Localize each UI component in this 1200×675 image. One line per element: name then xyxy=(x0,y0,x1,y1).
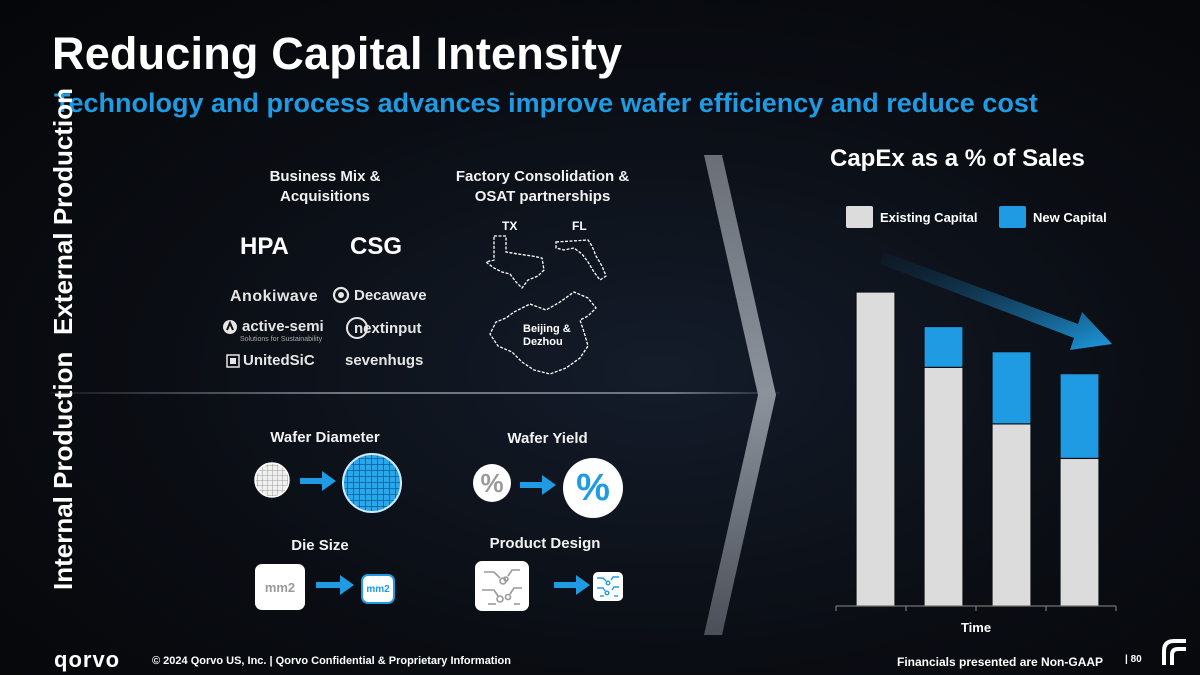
wafer-diameter-header: Wafer Diameter xyxy=(270,429,380,446)
wafer-yield-header: Wafer Yield xyxy=(507,430,588,447)
internal-production-label: Internal Production xyxy=(48,351,78,590)
florida-map-icon xyxy=(555,239,607,281)
arrow-right-icon xyxy=(316,575,354,595)
legend-swatch-existing xyxy=(846,206,873,228)
footer-copyright: © 2024 Qorvo US, Inc. | Qorvo Confidenti… xyxy=(152,655,511,667)
state-tx-label: TX xyxy=(502,219,518,233)
section-chevron-icon xyxy=(704,155,776,635)
external-production-label: External Production xyxy=(48,87,78,335)
section-divider xyxy=(50,392,780,394)
state-fl-label: FL xyxy=(572,219,587,233)
business-mix-header: Business Mix & Acquisitions xyxy=(269,168,381,205)
bar-new-capital-3 xyxy=(991,351,1032,425)
legend-new-capital: New Capital xyxy=(999,206,1107,228)
small-wafer-icon xyxy=(254,462,290,498)
bar-existing-capital-2 xyxy=(923,366,964,607)
arrow-right-icon xyxy=(300,471,336,491)
texas-map-icon xyxy=(484,235,545,289)
bar-existing-capital-4 xyxy=(1059,457,1100,607)
capex-chart: Time xyxy=(835,252,1117,635)
qorvo-mark-icon xyxy=(1162,639,1186,665)
product-design-header: Product Design xyxy=(489,535,601,552)
page-title: Reducing Capital Intensity xyxy=(52,28,623,79)
unitedsic-icon xyxy=(226,353,240,368)
small-yield-icon: % xyxy=(473,464,511,502)
small-die-icon: mm2 xyxy=(361,574,395,604)
decawave-icon xyxy=(332,286,350,304)
bar-existing-capital-3 xyxy=(991,423,1032,607)
x-axis-label: Time xyxy=(961,620,991,635)
active-semi-icon xyxy=(223,319,237,334)
large-wafer-icon xyxy=(342,453,402,513)
legend-existing-capital: Existing Capital xyxy=(846,206,978,228)
bar-new-capital-2 xyxy=(923,325,964,368)
decawave-logo: Decawave xyxy=(332,286,427,304)
active-semi-tagline: Solutions for Sustainability xyxy=(240,336,323,343)
die-size-header: Die Size xyxy=(291,537,349,554)
segment-hpa: HPA xyxy=(240,233,289,260)
small-circuit-icon xyxy=(593,572,623,601)
china-label-line1: Beijing & xyxy=(523,323,571,335)
nextinput-logo: nextinput xyxy=(346,317,422,339)
legend-swatch-new xyxy=(999,206,1026,228)
footer-note: Financials presented are Non-GAAP xyxy=(897,655,1104,669)
arrow-right-icon xyxy=(554,575,590,595)
qorvo-logo: qorvo xyxy=(54,647,121,672)
chart-title: CapEx as a % of Sales xyxy=(830,145,1085,172)
page-number: | 80 xyxy=(1125,654,1142,665)
segment-csg: CSG xyxy=(350,233,403,260)
anokiwave-logo: Anokiwave xyxy=(230,288,319,305)
bar-new-capital-4 xyxy=(1059,373,1100,460)
large-circuit-icon xyxy=(475,561,529,611)
page-subtitle: Technology and process advances improve … xyxy=(54,88,1038,118)
nextinput-ring-icon xyxy=(346,317,368,339)
active-semi-logo: active-semi xyxy=(222,318,324,335)
trend-down-arrow-icon xyxy=(880,252,1112,350)
sevenhugs-logo: sevenhugs xyxy=(345,352,424,369)
unitedsic-logo: UnitedSiC xyxy=(226,352,315,369)
bar-existing-capital-1 xyxy=(855,291,896,607)
china-map-icon xyxy=(489,291,597,375)
arrow-right-icon xyxy=(520,475,556,495)
large-yield-icon: % xyxy=(563,458,623,518)
large-die-icon: mm2 xyxy=(255,564,305,610)
china-label-line2: Dezhou xyxy=(523,336,563,348)
factory-consolidation-header: Factory Consolidation & OSAT partnership… xyxy=(455,168,630,205)
